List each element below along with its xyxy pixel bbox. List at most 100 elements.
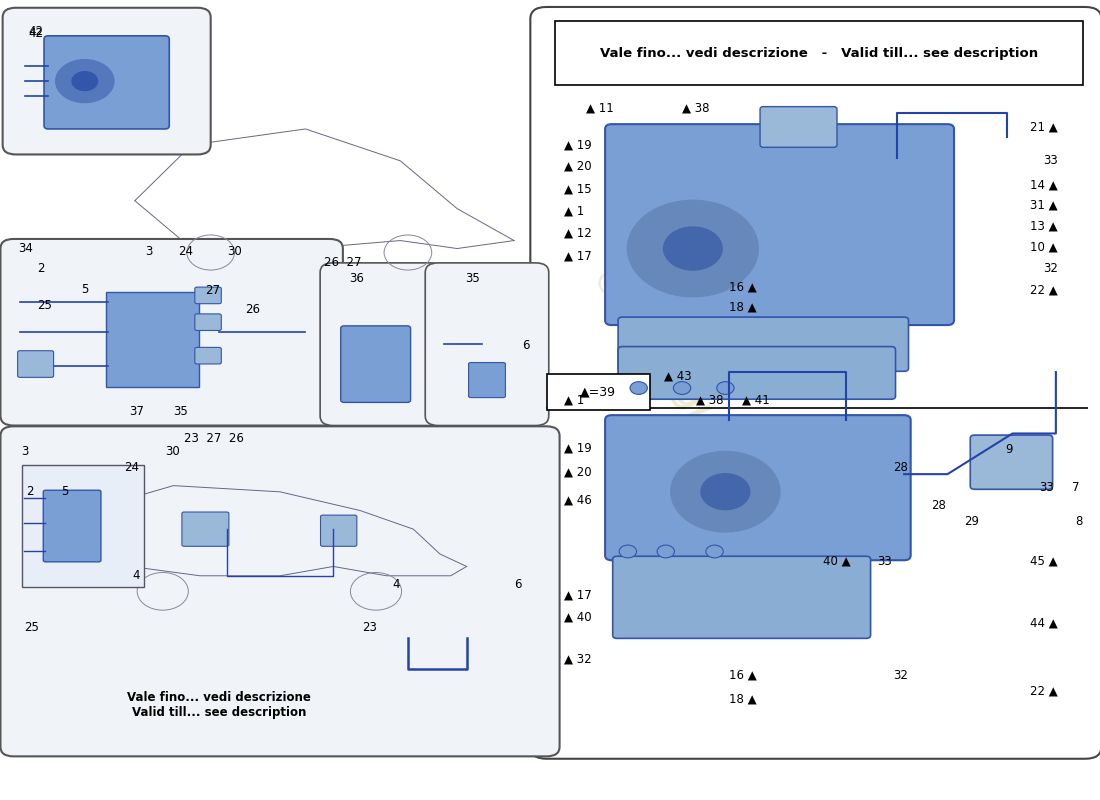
Text: 18 ▲: 18 ▲ bbox=[728, 693, 757, 706]
FancyBboxPatch shape bbox=[760, 106, 837, 147]
Text: ▲ 19: ▲ 19 bbox=[564, 442, 592, 454]
Text: 2: 2 bbox=[37, 262, 45, 275]
FancyBboxPatch shape bbox=[18, 350, 54, 378]
Text: 24: 24 bbox=[124, 462, 139, 474]
Circle shape bbox=[706, 545, 723, 558]
FancyBboxPatch shape bbox=[22, 466, 144, 586]
Text: ▲ 40: ▲ 40 bbox=[564, 610, 592, 623]
Text: 27: 27 bbox=[206, 284, 220, 298]
Text: ▲ 19: ▲ 19 bbox=[564, 138, 592, 151]
Text: 40 ▲: 40 ▲ bbox=[823, 554, 850, 567]
FancyBboxPatch shape bbox=[195, 347, 221, 364]
Text: ▲ 38: ▲ 38 bbox=[682, 102, 710, 114]
Text: ▲ 17: ▲ 17 bbox=[564, 589, 592, 602]
FancyBboxPatch shape bbox=[341, 326, 410, 402]
Text: 22 ▲: 22 ▲ bbox=[1031, 283, 1058, 297]
Text: 5: 5 bbox=[80, 283, 88, 297]
Text: 22 ▲: 22 ▲ bbox=[1031, 685, 1058, 698]
Text: ▲ 15: ▲ 15 bbox=[564, 182, 592, 195]
FancyBboxPatch shape bbox=[970, 435, 1053, 490]
FancyBboxPatch shape bbox=[426, 263, 549, 426]
FancyBboxPatch shape bbox=[0, 426, 560, 756]
Text: Vale fino... vedi descrizione
Valid till... see description: Vale fino... vedi descrizione Valid till… bbox=[128, 690, 311, 718]
Text: 42: 42 bbox=[29, 27, 44, 40]
FancyBboxPatch shape bbox=[469, 362, 505, 398]
Text: 26  27: 26 27 bbox=[324, 255, 362, 269]
Text: 6: 6 bbox=[521, 339, 529, 352]
Text: 33: 33 bbox=[1040, 481, 1054, 494]
Text: 33: 33 bbox=[877, 554, 892, 567]
Text: ▲ 12: ▲ 12 bbox=[564, 226, 592, 239]
Text: 30: 30 bbox=[227, 246, 242, 258]
Text: ▲ 20: ▲ 20 bbox=[564, 160, 592, 173]
Text: 35: 35 bbox=[465, 272, 480, 286]
Circle shape bbox=[701, 474, 750, 510]
Bar bbox=[556, 22, 1084, 85]
Circle shape bbox=[717, 382, 734, 394]
Text: 13 ▲: 13 ▲ bbox=[1031, 220, 1058, 233]
Text: ▲ 43: ▲ 43 bbox=[663, 370, 691, 382]
Circle shape bbox=[663, 227, 722, 270]
Text: 16 ▲: 16 ▲ bbox=[728, 669, 757, 682]
FancyBboxPatch shape bbox=[2, 8, 211, 154]
Text: 4: 4 bbox=[133, 569, 140, 582]
Text: ▲ 20: ▲ 20 bbox=[564, 466, 592, 478]
Text: 29: 29 bbox=[964, 514, 979, 528]
Bar bbox=[547, 374, 649, 410]
Circle shape bbox=[673, 382, 691, 394]
Text: © einsinglegear: © einsinglegear bbox=[585, 263, 768, 506]
Circle shape bbox=[73, 72, 98, 90]
Text: ▲ 32: ▲ 32 bbox=[564, 653, 592, 666]
Text: 35: 35 bbox=[173, 405, 187, 418]
FancyBboxPatch shape bbox=[320, 515, 356, 546]
Text: 9: 9 bbox=[1005, 443, 1012, 456]
Text: 32: 32 bbox=[893, 669, 909, 682]
Text: 23  27  26: 23 27 26 bbox=[184, 432, 243, 445]
Text: 14 ▲: 14 ▲ bbox=[1031, 178, 1058, 191]
Text: 7: 7 bbox=[1072, 481, 1080, 494]
Text: ▲ 1: ▲ 1 bbox=[564, 394, 584, 406]
Circle shape bbox=[657, 545, 674, 558]
FancyBboxPatch shape bbox=[44, 36, 169, 129]
Circle shape bbox=[671, 452, 780, 531]
Text: 37: 37 bbox=[130, 405, 144, 418]
Text: 32: 32 bbox=[1043, 262, 1058, 275]
Text: 28: 28 bbox=[932, 498, 946, 512]
Text: 2: 2 bbox=[26, 485, 34, 498]
Text: 34: 34 bbox=[18, 242, 33, 255]
Text: 25: 25 bbox=[24, 621, 40, 634]
Text: 33: 33 bbox=[1043, 154, 1058, 167]
Text: ▲ 17: ▲ 17 bbox=[564, 250, 592, 263]
FancyBboxPatch shape bbox=[43, 490, 101, 562]
FancyBboxPatch shape bbox=[605, 415, 911, 560]
Text: 3: 3 bbox=[145, 246, 153, 258]
FancyBboxPatch shape bbox=[182, 512, 229, 546]
Text: 16 ▲: 16 ▲ bbox=[728, 280, 757, 294]
Text: 3: 3 bbox=[21, 446, 29, 458]
Text: 45 ▲: 45 ▲ bbox=[1031, 554, 1058, 567]
Text: ▲ 1: ▲ 1 bbox=[564, 205, 584, 218]
Text: 21 ▲: 21 ▲ bbox=[1031, 121, 1058, 134]
Text: 26: 26 bbox=[245, 303, 261, 317]
Text: ▲ 38: ▲ 38 bbox=[696, 394, 724, 406]
Text: 6: 6 bbox=[514, 578, 521, 591]
FancyBboxPatch shape bbox=[618, 346, 895, 399]
FancyBboxPatch shape bbox=[613, 556, 870, 638]
Text: 18 ▲: 18 ▲ bbox=[728, 300, 757, 314]
Circle shape bbox=[56, 60, 114, 102]
Text: ▲ 41: ▲ 41 bbox=[741, 394, 769, 406]
Text: 30: 30 bbox=[165, 446, 180, 458]
Text: 25: 25 bbox=[37, 299, 52, 313]
Text: ▲ 11: ▲ 11 bbox=[585, 102, 614, 114]
FancyBboxPatch shape bbox=[618, 317, 909, 371]
FancyBboxPatch shape bbox=[107, 292, 199, 387]
FancyBboxPatch shape bbox=[195, 287, 221, 304]
FancyBboxPatch shape bbox=[530, 7, 1100, 758]
Circle shape bbox=[630, 382, 648, 394]
Circle shape bbox=[628, 201, 758, 296]
Text: 44 ▲: 44 ▲ bbox=[1031, 617, 1058, 630]
Text: 10 ▲: 10 ▲ bbox=[1031, 241, 1058, 254]
Text: 4: 4 bbox=[393, 578, 400, 591]
Text: 28: 28 bbox=[893, 462, 909, 474]
Text: 36: 36 bbox=[350, 272, 364, 286]
